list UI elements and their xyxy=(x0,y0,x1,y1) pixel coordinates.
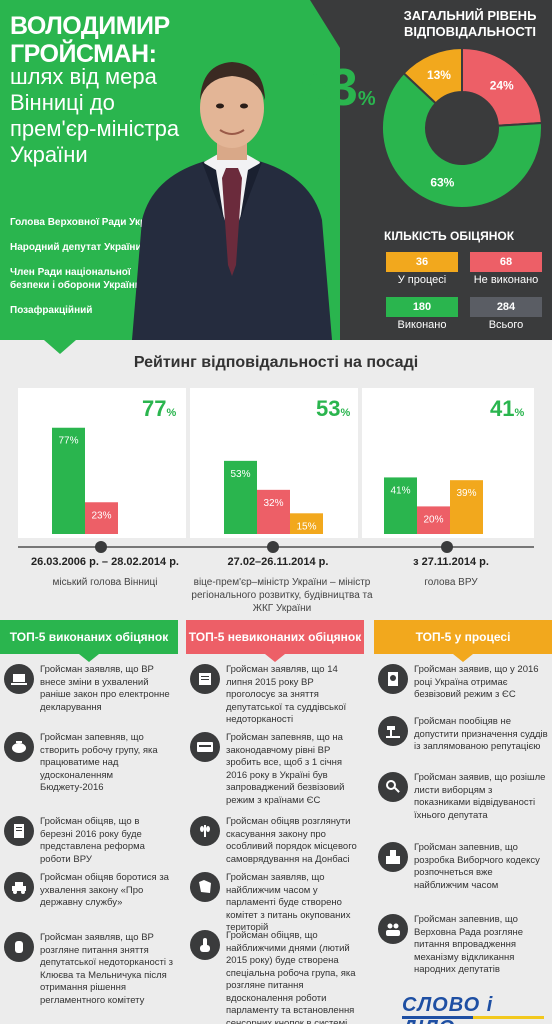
overall-percent: 63% xyxy=(300,59,376,117)
piggy-bank-icon xyxy=(4,732,34,762)
promise-text: Гройсман заявляв, що 14 липня 2015 року … xyxy=(226,664,347,725)
rating-bar-label: 77% xyxy=(58,436,78,447)
done-column: ТОП-5 виконаних обіцянок xyxy=(0,620,178,662)
role-item: Позафракційний xyxy=(10,305,93,316)
timeline-dot xyxy=(267,541,279,553)
rating-bar xyxy=(384,477,417,534)
rating-bar xyxy=(417,506,450,534)
promise-text: Гройсман заявляв, що найближчим часом у … xyxy=(226,872,351,933)
promise-text: Гройсман обіцяв боротися за ухвалення за… xyxy=(40,872,169,908)
rating-bar xyxy=(257,489,290,534)
overall-title: ЗАГАЛЬНИЙ РІВЕНЬ ВІДПОВІДАЛЬНОСТІ xyxy=(403,8,537,39)
role-item: Голова Верховної Ради України xyxy=(10,217,167,228)
people-icon xyxy=(378,914,408,944)
logo-text: СЛОВО і ДІЛО xyxy=(402,994,494,1024)
promise-text: Гройсман заявив, що розішле листи виборц… xyxy=(414,772,546,821)
laptop-icon xyxy=(4,664,34,694)
rating-bar-label: 39% xyxy=(456,488,476,499)
timeline-dot xyxy=(95,541,107,553)
gavel-icon xyxy=(378,716,408,746)
period-position: міський голова Вінниці xyxy=(52,577,158,588)
wheat-icon xyxy=(190,816,220,846)
progress-column-title: ТОП-5 у процесі xyxy=(374,620,552,654)
promise-text: Гройсман заявляв, що ВР розгляне питання… xyxy=(40,932,173,1006)
rating-bar xyxy=(85,502,118,534)
promise-text: Гройсман обіцяв розглянути скасування за… xyxy=(226,816,357,865)
promise-text: Гройсман заявив, що у 2016 році Україна … xyxy=(414,664,539,700)
period-pct-label: 41% xyxy=(490,396,525,421)
count-total: 284 Всього xyxy=(470,297,542,331)
donut-slice xyxy=(461,46,543,127)
rating-bar xyxy=(224,460,257,534)
map-icon xyxy=(190,872,220,902)
period-dates: 27.02–26.11.2014 р. xyxy=(227,556,329,568)
progress-column: ТОП-5 у процесі xyxy=(374,620,552,662)
car-icon xyxy=(4,872,34,902)
count-failed: 68 Не виконано xyxy=(470,252,542,286)
period-position: голова ВРУ xyxy=(424,577,478,588)
law-book-icon xyxy=(190,664,220,694)
promise-text: Гройсман запевняв, що створить робочу гр… xyxy=(40,732,158,793)
donut-slice-label: 24% xyxy=(490,79,514,93)
donut-slice xyxy=(381,71,543,209)
promise-text: Гройсман заявляв, що ВР внесе зміни в ух… xyxy=(40,664,170,713)
counts-title: КІЛЬКІСТЬ ОБІЦЯНОК xyxy=(384,229,515,243)
logo-underline xyxy=(402,1016,544,1019)
promise-text: Гройсман пообіцяв не допустити призначен… xyxy=(414,716,548,752)
failed-column: ТОП-5 невиконаних обіцянок xyxy=(186,620,364,662)
failed-column-title: ТОП-5 невиконаних обіцянок xyxy=(186,620,364,654)
rating-bar-label: 20% xyxy=(423,514,443,525)
donut-slice-label: 63% xyxy=(430,176,454,190)
passport-icon xyxy=(378,664,408,694)
period-dates: з 27.11.2014 р. xyxy=(413,556,489,568)
promise-text: Гройсман запевняв, що на законодавчому р… xyxy=(226,732,345,806)
rating-bar xyxy=(52,427,85,534)
slovo-i-dilo-logo: СЛОВО і ДІЛО xyxy=(398,992,548,1024)
donut-slice-label: 13% xyxy=(427,68,451,82)
period-dates: 26.03.2006 р. – 28.02.2014 р. xyxy=(30,556,179,568)
politician-name: ВОЛОДИМИР ГРОЙСМАН: xyxy=(10,12,170,68)
rating-bar-label: 53% xyxy=(230,469,250,480)
document-icon xyxy=(4,816,34,846)
promise-text: Гройсман обіцяв, що найближчими днями (л… xyxy=(226,930,356,1024)
count-done: 180 Виконано xyxy=(386,297,458,331)
rating-title: Рейтинг відповідальності на посаді xyxy=(133,354,419,371)
rating-bar-label: 23% xyxy=(91,510,111,521)
ballot-box-icon xyxy=(378,842,408,872)
period-pct-label: 53% xyxy=(316,396,351,421)
period-position: віце-прем'єр–міністр України – міністр р… xyxy=(191,577,373,614)
touch-hand-icon xyxy=(190,930,220,960)
hand-icon xyxy=(4,932,34,962)
promise-text: Гройсман запевнив, що розробка Виборчого… xyxy=(414,842,540,891)
promise-text: Гройсман обіцяв, що в березні 2016 року … xyxy=(40,816,145,865)
rating-bar-label: 32% xyxy=(263,498,283,509)
role-item: Народний депутат України xyxy=(10,242,142,253)
portrait-photo xyxy=(132,62,332,340)
roles-list: Голова Верховної Ради України Народний д… xyxy=(10,216,170,329)
rating-bar xyxy=(290,513,323,534)
promise-text: Гройсман запевнив, що Верховна Рада розг… xyxy=(414,914,523,975)
rating-bar xyxy=(450,480,483,534)
done-column-title: ТОП-5 виконаних обіцянок xyxy=(0,620,178,654)
responsibility-donut: 13% 24% 63% xyxy=(381,46,543,209)
visa-card-icon xyxy=(190,732,220,762)
rating-bar-label: 41% xyxy=(390,485,410,496)
period-pct-label: 77% xyxy=(142,396,177,421)
role-item: Член Ради національної безпеки і оборони… xyxy=(10,267,141,291)
search-icon xyxy=(378,772,408,802)
count-in-progress: 36 У процесі xyxy=(386,252,458,286)
rating-bar-label: 15% xyxy=(296,521,316,532)
page-subtitle: шлях від мера Вінниці до прем'єр-міністр… xyxy=(10,64,180,167)
timeline-dot xyxy=(441,541,453,553)
rating-bar-charts: 77% 23% 53% 32% 15% 41% 20% 39% xyxy=(52,427,483,534)
